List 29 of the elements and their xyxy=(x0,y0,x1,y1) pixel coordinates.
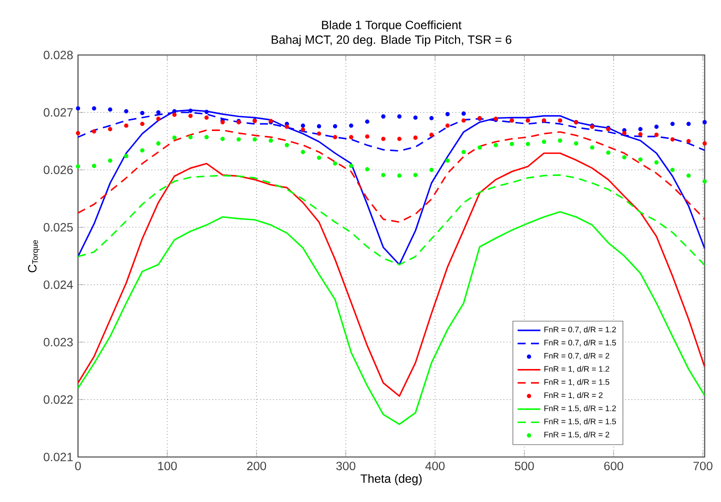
y-tick-label: 0.023 xyxy=(44,338,73,346)
x-tick-label: 300 xyxy=(336,462,356,470)
x-tick-label: 500 xyxy=(514,462,534,470)
legend-label: FnR = 1.5, d/R = 2 xyxy=(544,432,610,438)
legend-label: FnR = 1, d/R = 2 xyxy=(544,392,603,399)
legend-label: FnR = 1, d/R = 1.5 xyxy=(544,378,610,386)
legend-label: FnR = 0.7, d/R = 1.5 xyxy=(544,340,616,346)
y-tick-label: 0.022 xyxy=(44,395,73,404)
x-tick-label: 200 xyxy=(247,462,266,470)
legend-label: FnR = 1.5, d/R = 1.5 xyxy=(544,418,616,426)
chart-subtitle: Bahaj MCT, 20 deg. Blade Tip Pitch, TSR = 6 xyxy=(272,35,512,46)
y-tick-label: 0.021 xyxy=(44,452,73,462)
y-tick-label: 0.025 xyxy=(44,223,73,232)
y-tick-label: 0.028 xyxy=(44,50,73,60)
x-tick-label: 600 xyxy=(604,462,624,470)
x-axis-title: Theta (deg) xyxy=(360,474,422,486)
y-tick-label: 0.027 xyxy=(44,108,73,117)
x-tick-label: 0 xyxy=(75,462,81,470)
legend-label: FnR = 0.7, d/R = 1.2 xyxy=(544,326,616,334)
legend-label: FnR = 1, d/R = 1.2 xyxy=(544,366,610,373)
chart-title: Blade 1 Torque Coefficient xyxy=(322,20,462,32)
x-tick-label: 400 xyxy=(425,462,445,470)
y-axis-title: C$_{Torque}$ xyxy=(28,240,40,272)
y-tick-label: 0.024 xyxy=(44,280,73,289)
x-tick-label: 700 xyxy=(693,462,712,470)
x-tick-label: 100 xyxy=(158,462,177,470)
legend-label: FnR = 1.5, d/R = 1.2 xyxy=(544,405,616,412)
y-tick-label: 0.026 xyxy=(44,166,73,174)
legend-label: FnR = 0.7, d/R = 2 xyxy=(544,352,610,360)
